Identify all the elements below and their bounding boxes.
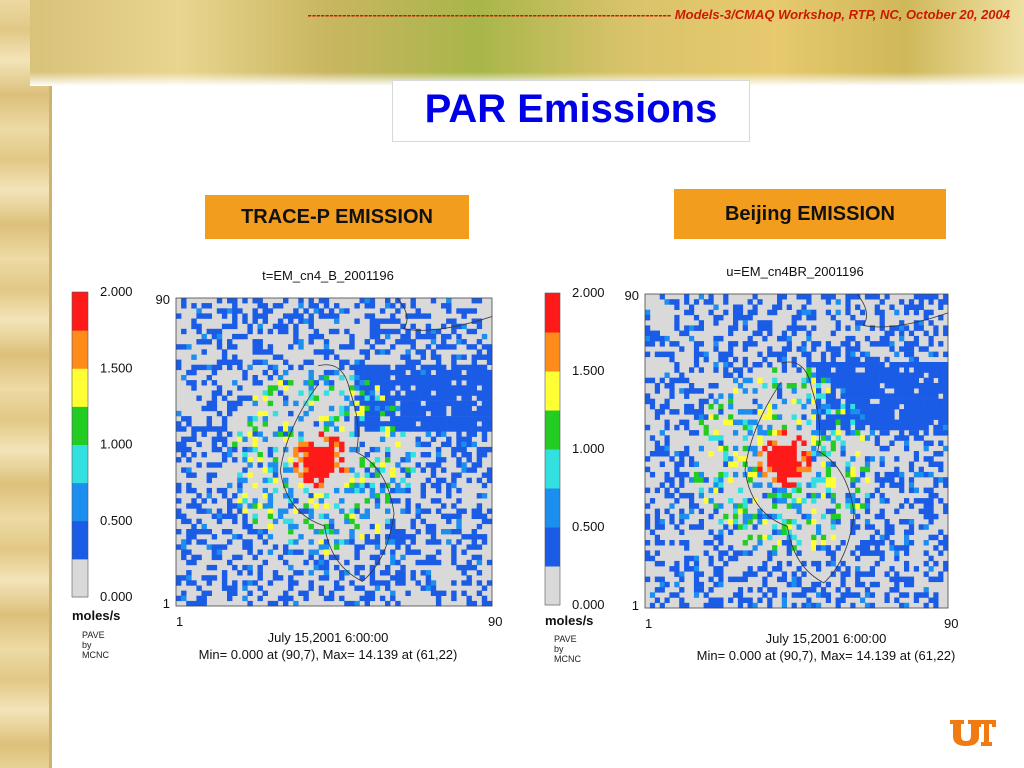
colorbar-bin [72,444,88,484]
footer-stats: Min= 0.000 at (90,7), Max= 14.139 at (61… [697,648,956,663]
y-tick-label: 90 [156,292,170,307]
title-box: PAR Emissions [392,80,750,142]
colorbar-tick-label: 0.500 [572,519,605,534]
y-tick-label: 1 [632,598,639,613]
chart-title: u=EM_cn4BR_2001196 [726,264,863,279]
colorbar-tick-label: 2.000 [100,284,133,299]
colorbar-tick-label: 2.000 [572,285,605,300]
colorbar-bin [72,558,88,598]
footer-time: July 15,2001 6:00:00 [766,631,887,646]
beijing-label: Beijing EMISSION [674,189,946,239]
pave-credit: PAVE [82,630,105,640]
pave-credit: PAVE [554,634,577,644]
colorbar-bin [545,449,560,489]
colorbar-bin [545,410,560,450]
decorative-top-banner [30,0,1024,86]
colorbar-unit-label: moles/s [545,613,593,628]
colorbar-tick-label: 0.000 [572,597,605,612]
x-tick-label: 90 [944,616,958,631]
footer-stats: Min= 0.000 at (90,7), Max= 14.139 at (61… [199,647,458,662]
pave-credit: by [554,644,564,654]
colorbar-bin [545,488,560,528]
pave-credit: by [82,640,92,650]
pave-credit: MCNC [554,654,581,664]
left-heatmap-chart: 2.000 1.500 1.000 0.500 0.000 moles/s t=EM_cn4… [71,268,502,662]
emission-field [645,294,949,609]
x-tick-label: 90 [488,614,502,629]
colorbar-bin [72,406,88,445]
y-tick-label: 1 [163,596,170,611]
boundary-outline [396,297,493,331]
colorbar-tick-label: 0.000 [100,589,133,604]
colorbar-bin [72,330,88,369]
trace-p-label: TRACE-P EMISSION [205,195,469,239]
colorbar-bin [545,293,560,333]
colorbar-frame [71,291,89,598]
colorbar-tick-label: 1.500 [100,360,133,375]
colorbar-bin [545,527,560,567]
boundary-outline [744,361,855,584]
map-frame [644,293,949,609]
footer-time: July 15,2001 6:00:00 [268,630,389,645]
chart-title: t=EM_cn4_B_2001196 [262,268,394,283]
colorbar-bin [72,520,88,560]
pave-credit: MCNC [82,650,109,660]
colorbar-bin [545,566,560,606]
colorbar-bin [545,371,560,411]
colorbar-bin [72,368,88,407]
ut-logo-icon [950,720,996,746]
y-tick-label: 90 [625,288,639,303]
colorbar-frame [544,292,561,606]
left-chart-panel: 2.000 1.500 1.000 0.500 0.000 moles/s t=EM_cn4… [68,262,520,668]
map-frame [175,297,493,607]
colorbar-tick-label: 1.000 [572,441,605,456]
colorbar-bin [72,292,88,331]
decorative-left-strip [0,0,52,768]
boundary-outline [856,293,949,328]
x-tick-label: 1 [176,614,183,629]
x-tick-label: 1 [645,616,652,631]
colorbar-unit-label: moles/s [72,608,120,623]
colorbar-bin [72,482,88,522]
colorbar-tick-label: 1.500 [572,363,605,378]
colorbar-tick-label: 1.000 [100,437,133,452]
colorbar-bin [545,332,560,372]
slide-title: PAR Emissions [424,87,718,131]
header-text: ----------------------------------------… [307,7,1010,22]
colorbar-tick-label: 0.500 [100,513,133,528]
right-chart-panel: 2.000 1.500 1.000 0.500 0.000 moles/s u=EM_cn4… [530,262,970,676]
boundary-outline [279,364,395,582]
